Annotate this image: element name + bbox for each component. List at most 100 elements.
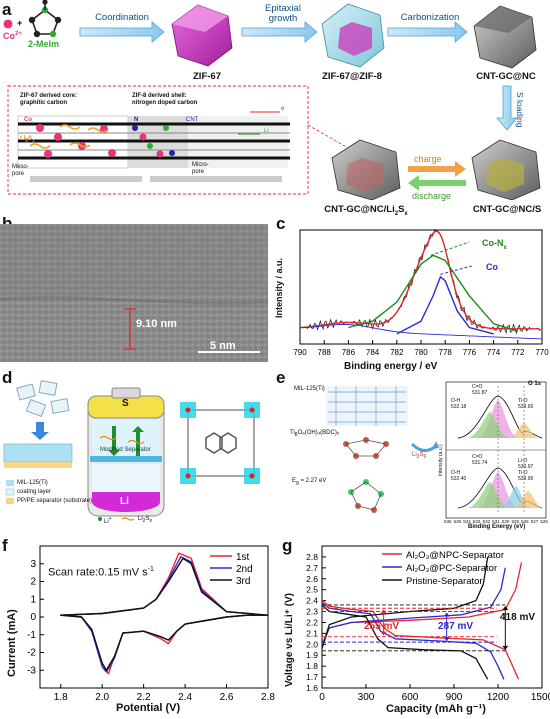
node-cnt-gc-nc-li2sx: CNT-GC@NC/Li2Sx <box>324 204 408 217</box>
panel-f-legend-label: 3rd <box>236 576 250 587</box>
panel-f-legend-label: 2nd <box>236 564 253 575</box>
epitaxial-arrow <box>241 21 318 43</box>
cnt-label: CNT <box>186 117 199 123</box>
ion-legend-li: Li+ <box>104 516 112 525</box>
panel-e-xps <box>445 381 547 519</box>
panel-f-scan-rate: Scan rate:0.15 mV s-1 <box>48 566 154 579</box>
panel-g-gap-head <box>380 631 387 636</box>
cnt-gc-nc-li2sx-particle <box>331 139 401 200</box>
xps-bot-co: C=O <box>472 454 483 460</box>
panel-g-tick-label: 600 <box>402 692 419 703</box>
cnt-gc-nc-particle <box>473 5 537 69</box>
panel-g-chart: 0300600900120015001.61.71.81.92.02.12.22… <box>306 545 550 703</box>
xps-bot-lio-val: 530.97 <box>518 464 534 470</box>
panel-c-tick-label: 790 <box>293 348 307 357</box>
xps-tick: 535 <box>453 519 462 524</box>
panel-g-ytick-label: 2.1 <box>306 628 318 638</box>
panel-g-ytick-label: 1.6 <box>306 683 318 693</box>
panel-g-axes-frame <box>321 545 543 689</box>
xps-bot-co-val: 531.74 <box>472 460 488 466</box>
panel-f-series-3 <box>60 557 269 671</box>
xps-tick: 533 <box>472 519 481 524</box>
struct-eg: Eg = 2.27 eV <box>292 478 327 487</box>
panel-d-label: d <box>2 368 13 387</box>
panel-e-label: e <box>276 368 286 387</box>
separator-label: Modified Separator <box>100 447 151 453</box>
xps-top-co: C=O <box>472 384 483 390</box>
xps-bot-oh-val: 532.40 <box>451 476 467 482</box>
panel-c-xlabel: Binding energy / eV <box>344 361 438 372</box>
panel-c-tick-label: 778 <box>439 348 453 357</box>
node-zif67-zif8: ZIF-67@ZIF-8 <box>322 71 382 82</box>
panel-g-legend-label: Al₂O₃@PC-Separator <box>406 563 497 574</box>
xps-o1s: O 1s <box>528 381 542 387</box>
coating-layer-sheet <box>3 443 73 463</box>
panel-c-tick-label: 780 <box>414 348 428 357</box>
panel-g-gap-head <box>443 637 450 642</box>
panel-c-annot-co: Co <box>486 262 498 272</box>
panel-a-label: a <box>2 0 12 19</box>
gap-287: 287 mV <box>438 621 474 632</box>
mesopore-label: Meso-pore <box>12 164 29 177</box>
xps-top-co-val: 531.87 <box>472 390 488 396</box>
panel-a-figure <box>3 0 541 200</box>
panel-b-tem-image <box>0 224 268 362</box>
panel-f-legend-label: 1st <box>236 552 250 563</box>
panel-g-ytick-label: 2.4 <box>306 596 318 606</box>
panel-g-ytick-label: 1.8 <box>306 661 318 671</box>
panel-c-chart: 790 788 786 784 782 780 778 776 774 772 770 <box>293 228 549 357</box>
step-epitaxial-growth: Epitaxial growth <box>265 3 301 24</box>
panel-f-ytick-label: 0 <box>30 612 36 623</box>
ligand-ring-icon <box>28 0 62 38</box>
panel-e-li2s6-arrow <box>410 441 439 452</box>
panel-c-tick-label: 786 <box>342 348 356 357</box>
gap-418: 418 mV <box>500 612 536 623</box>
xps-tick: 536 <box>444 519 452 524</box>
panel-g-tick-label: 0 <box>319 692 325 703</box>
panel-c-tick-label: 782 <box>390 348 404 357</box>
panel-f-tick-label: 1.8 <box>54 692 68 703</box>
discharge-label: discharge <box>412 191 452 201</box>
xps-tick: 532 <box>482 519 491 524</box>
inset-schematic <box>17 111 290 182</box>
panel-g-tick-label: 1200 <box>487 692 510 703</box>
zif67-zif8-particle <box>321 3 385 68</box>
panel-c-ylabel: Intensity / a.u. <box>274 257 284 318</box>
zif67-particle <box>171 4 233 67</box>
xps-tick: 530 <box>501 519 510 524</box>
xps-tick: 527 <box>530 519 539 524</box>
panel-g-legend-label: Pristine-Separator <box>406 576 483 587</box>
panel-f-ytick-label: 2 <box>30 577 36 588</box>
panel-g-label: g <box>282 536 293 555</box>
cobalt-label: Co2+ <box>3 31 22 41</box>
panel-g-gap-head <box>380 609 387 614</box>
xps-tick: 528 <box>521 519 529 524</box>
xps-top-oh: O-H <box>451 398 461 404</box>
panel-c-label: c <box>276 214 286 233</box>
panel-g-ytick-label: 2.2 <box>306 617 318 627</box>
co-label: Co <box>24 117 32 123</box>
panel-g-charge-0 <box>321 562 523 645</box>
panel-g-gap-head <box>502 605 509 610</box>
discharge-arrow <box>408 175 466 191</box>
struct-ti8o8: Ti8O₈(OH)₄(BDC)₆ <box>290 430 340 439</box>
li2sx-label: Li2Sx <box>20 136 35 145</box>
panel-g-legend-label: Al₂O₃@NPC-Separator <box>406 550 504 561</box>
li2s6-label: Li2S6 <box>412 452 427 461</box>
panel-f-tick-label: 2.2 <box>137 692 151 703</box>
panel-g-ytick-label: 1.7 <box>306 672 318 682</box>
xps-top-tio: Ti-O <box>518 398 528 404</box>
battery-s-label: S <box>122 398 129 409</box>
charge-label: charge <box>414 154 442 164</box>
modified-separator <box>90 456 162 462</box>
cobalt-ion-icon <box>3 19 13 29</box>
panel-c-tick-label: 774 <box>487 348 501 357</box>
panel-c-annot-con: Co-Nx <box>482 238 507 251</box>
panel-c-fit-envelope <box>299 230 540 330</box>
xps-bot-oh: O-H <box>451 470 461 476</box>
panel-c-annot-line-co <box>440 265 472 275</box>
xps-ylabel: Intensity (a.u.) <box>438 444 444 476</box>
panel-g-ytick-label: 2.0 <box>306 639 318 649</box>
xps-ticks: 536 535 534 533 532 531 530 529 528 527 526 <box>444 519 548 524</box>
